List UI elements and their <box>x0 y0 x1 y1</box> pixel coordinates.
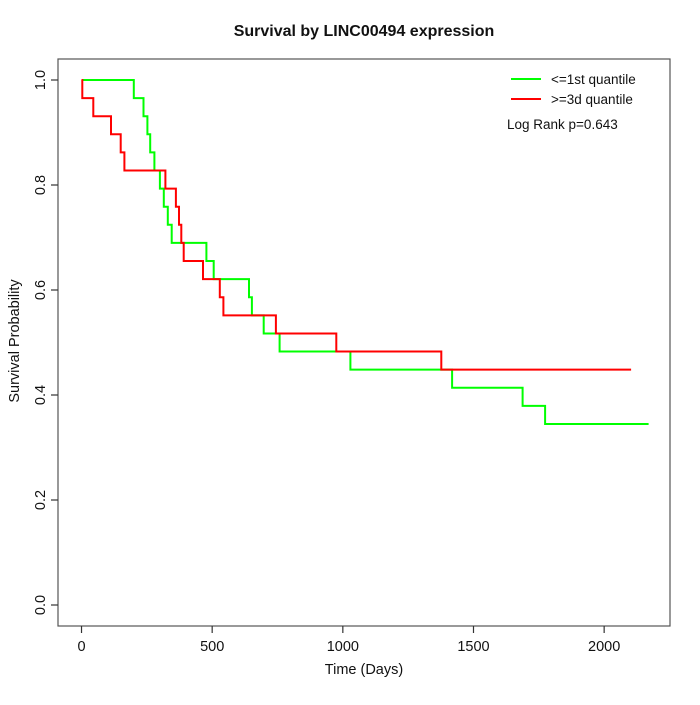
legend: <=1st quantile >=3d quantile Log Rank p=… <box>507 72 636 132</box>
y-tick-label: 0.6 <box>33 280 49 300</box>
km-curve--3d-quantile <box>81 79 632 371</box>
plot-title: Survival by LINC00494 expression <box>234 23 495 40</box>
y-tick-label: 1.0 <box>33 70 49 90</box>
y-tick-label: 0.2 <box>33 490 49 510</box>
y-tick-label: 0.4 <box>33 385 49 405</box>
y-tick-label: 0.0 <box>33 595 49 615</box>
y-axis: 0.0 0.2 0.4 0.6 0.8 1.0 <box>33 70 58 615</box>
x-axis-title: Time (Days) <box>325 662 403 678</box>
y-axis-title: Survival Probability <box>7 279 23 403</box>
log-rank-annotation: Log Rank p=0.643 <box>507 117 618 132</box>
x-tick-label: 0 <box>77 639 85 655</box>
plot-box <box>57 58 671 627</box>
survival-curves <box>81 79 649 425</box>
x-tick-label: 500 <box>200 639 224 655</box>
y-tick-label: 0.8 <box>33 175 49 195</box>
x-tick-label: 1000 <box>327 639 359 655</box>
x-tick-label: 2000 <box>588 639 620 655</box>
legend-label-1st-quantile: <=1st quantile <box>551 72 636 87</box>
x-tick-label: 1500 <box>457 639 489 655</box>
x-axis: 0 500 1000 1500 2000 <box>77 626 620 655</box>
legend-label-3d-quantile: >=3d quantile <box>551 92 633 107</box>
km-curve--1st-quantile <box>81 79 649 425</box>
